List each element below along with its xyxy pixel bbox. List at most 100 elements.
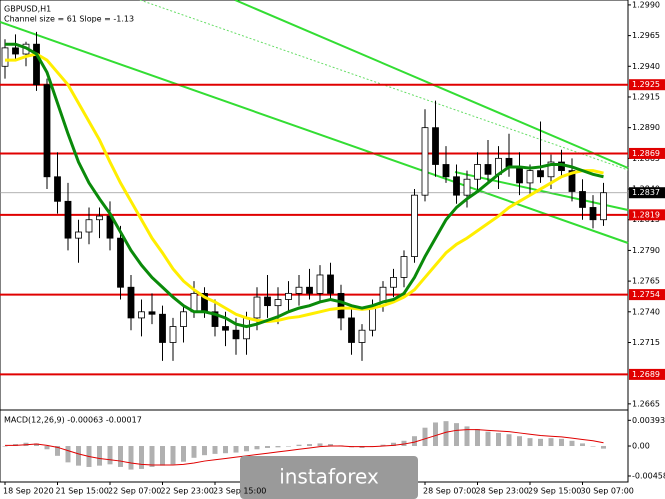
macd-bar: [328, 444, 333, 447]
x-tick-label: 18 Sep 2020: [3, 487, 54, 496]
candle-body: [1, 47, 9, 67]
macd-bar: [569, 440, 575, 447]
level-label: 1.2689: [632, 370, 660, 379]
level-label: 1.2819: [632, 210, 660, 219]
candle-body: [12, 47, 19, 55]
macd-bar: [538, 438, 543, 447]
macd-bar: [590, 446, 596, 447]
macd-bar: [65, 446, 71, 463]
macd-bar: [454, 423, 459, 447]
y-tick-label: 1.2990: [632, 0, 660, 9]
macd-bar: [107, 446, 113, 465]
macd-bar: [265, 446, 270, 448]
candle-body: [253, 296, 261, 319]
macd-bar: [76, 446, 81, 466]
level-label: 1.2754: [632, 290, 660, 299]
moving-average: [5, 52, 604, 324]
current-price-box: [629, 187, 665, 199]
candle-body: [568, 170, 576, 192]
candle-body: [453, 176, 460, 196]
macd-bar: [401, 440, 407, 447]
macd-bar: [202, 446, 207, 456]
candle-body: [421, 127, 429, 196]
candle-body: [589, 207, 597, 221]
macd-bar: [412, 436, 417, 447]
macd-bar: [55, 446, 60, 456]
candle-body: [43, 84, 51, 178]
macd-bar: [580, 443, 585, 447]
candle-body: [138, 311, 145, 319]
macd-bar: [464, 426, 470, 447]
logo: instaforex: [279, 465, 379, 489]
macd-bar: [275, 446, 281, 448]
y-tick-label: 1.2890: [632, 123, 660, 132]
candle-body: [537, 170, 544, 178]
candle-body: [285, 292, 292, 300]
x-tick-label: 29 Sep 15:00: [528, 487, 581, 496]
candle-body: [316, 274, 324, 294]
x-tick-label: 28 Sep 23:00: [476, 487, 529, 496]
chart-subtitle: Channel size = 61 Slope = -1.13: [4, 15, 134, 24]
macd-bar: [307, 444, 312, 447]
candle-body: [33, 43, 40, 86]
candle-body: [169, 326, 177, 343]
plot-frame: [0, 0, 629, 483]
candle-body: [159, 313, 166, 343]
candle-body: [516, 166, 523, 184]
indicator-title: MACD(12,26,9) -0.00063 -0.00017: [4, 416, 142, 425]
candle-body: [463, 178, 471, 196]
candle-body: [232, 329, 240, 340]
x-tick-label: 21 Sep 15:00: [56, 487, 109, 496]
candle-body: [484, 164, 492, 175]
macd-bar: [601, 446, 606, 449]
x-tick-label: 22 Sep 07:00: [108, 487, 161, 496]
moving-average: [5, 42, 604, 329]
candle-body: [411, 194, 418, 257]
macd-bar: [296, 444, 302, 447]
candle-body: [390, 277, 397, 288]
macd-bar: [170, 446, 176, 465]
candle-body: [579, 191, 586, 208]
x-tick-label: 23 Sep 15:00: [213, 487, 266, 496]
y-tick-label: 1.2965: [632, 31, 660, 40]
macd-bar: [233, 446, 239, 453]
y-tick-label: 1.2790: [632, 246, 660, 255]
macd-bar: [191, 446, 197, 458]
macd-bar: [160, 446, 165, 466]
macd-bar: [527, 438, 533, 447]
macd-bar: [223, 446, 228, 454]
macd-bar: [244, 446, 249, 452]
level-label-box: [629, 368, 665, 380]
candle-body: [600, 192, 607, 221]
candle-body: [358, 329, 366, 343]
candle-body: [180, 311, 187, 327]
macd-bar: [44, 446, 50, 450]
macd-bar: [181, 446, 186, 462]
candle-body: [474, 164, 481, 180]
candle-body: [274, 299, 282, 307]
candle-body: [243, 317, 250, 340]
macd-bar: [34, 443, 39, 447]
candle-body: [400, 256, 408, 278]
level-label-box: [629, 289, 665, 301]
y-tick-label: 0.00393: [632, 416, 665, 425]
x-tick-label: 22 Sep 23:00: [161, 487, 214, 496]
macd-bar: [443, 421, 449, 447]
macd-bar: [286, 446, 291, 447]
macd-bar: [149, 446, 155, 467]
macd-bar: [485, 431, 491, 447]
y-tick-label: -0.00458: [632, 471, 665, 480]
macd-bar: [139, 446, 144, 469]
level-label: 1.2869: [632, 149, 660, 158]
y-tick-label: 0.00: [632, 442, 650, 451]
candle-body: [211, 311, 219, 327]
candle-body: [75, 231, 82, 239]
y-tick-label: 1.2940: [632, 62, 660, 71]
macd-bar: [475, 429, 480, 447]
macd-bar: [422, 427, 428, 447]
macd-bar: [380, 444, 386, 447]
level-label-box: [629, 209, 665, 221]
y-tick-label: 1.2765: [632, 277, 660, 286]
y-tick-label: 1.2740: [632, 307, 660, 316]
